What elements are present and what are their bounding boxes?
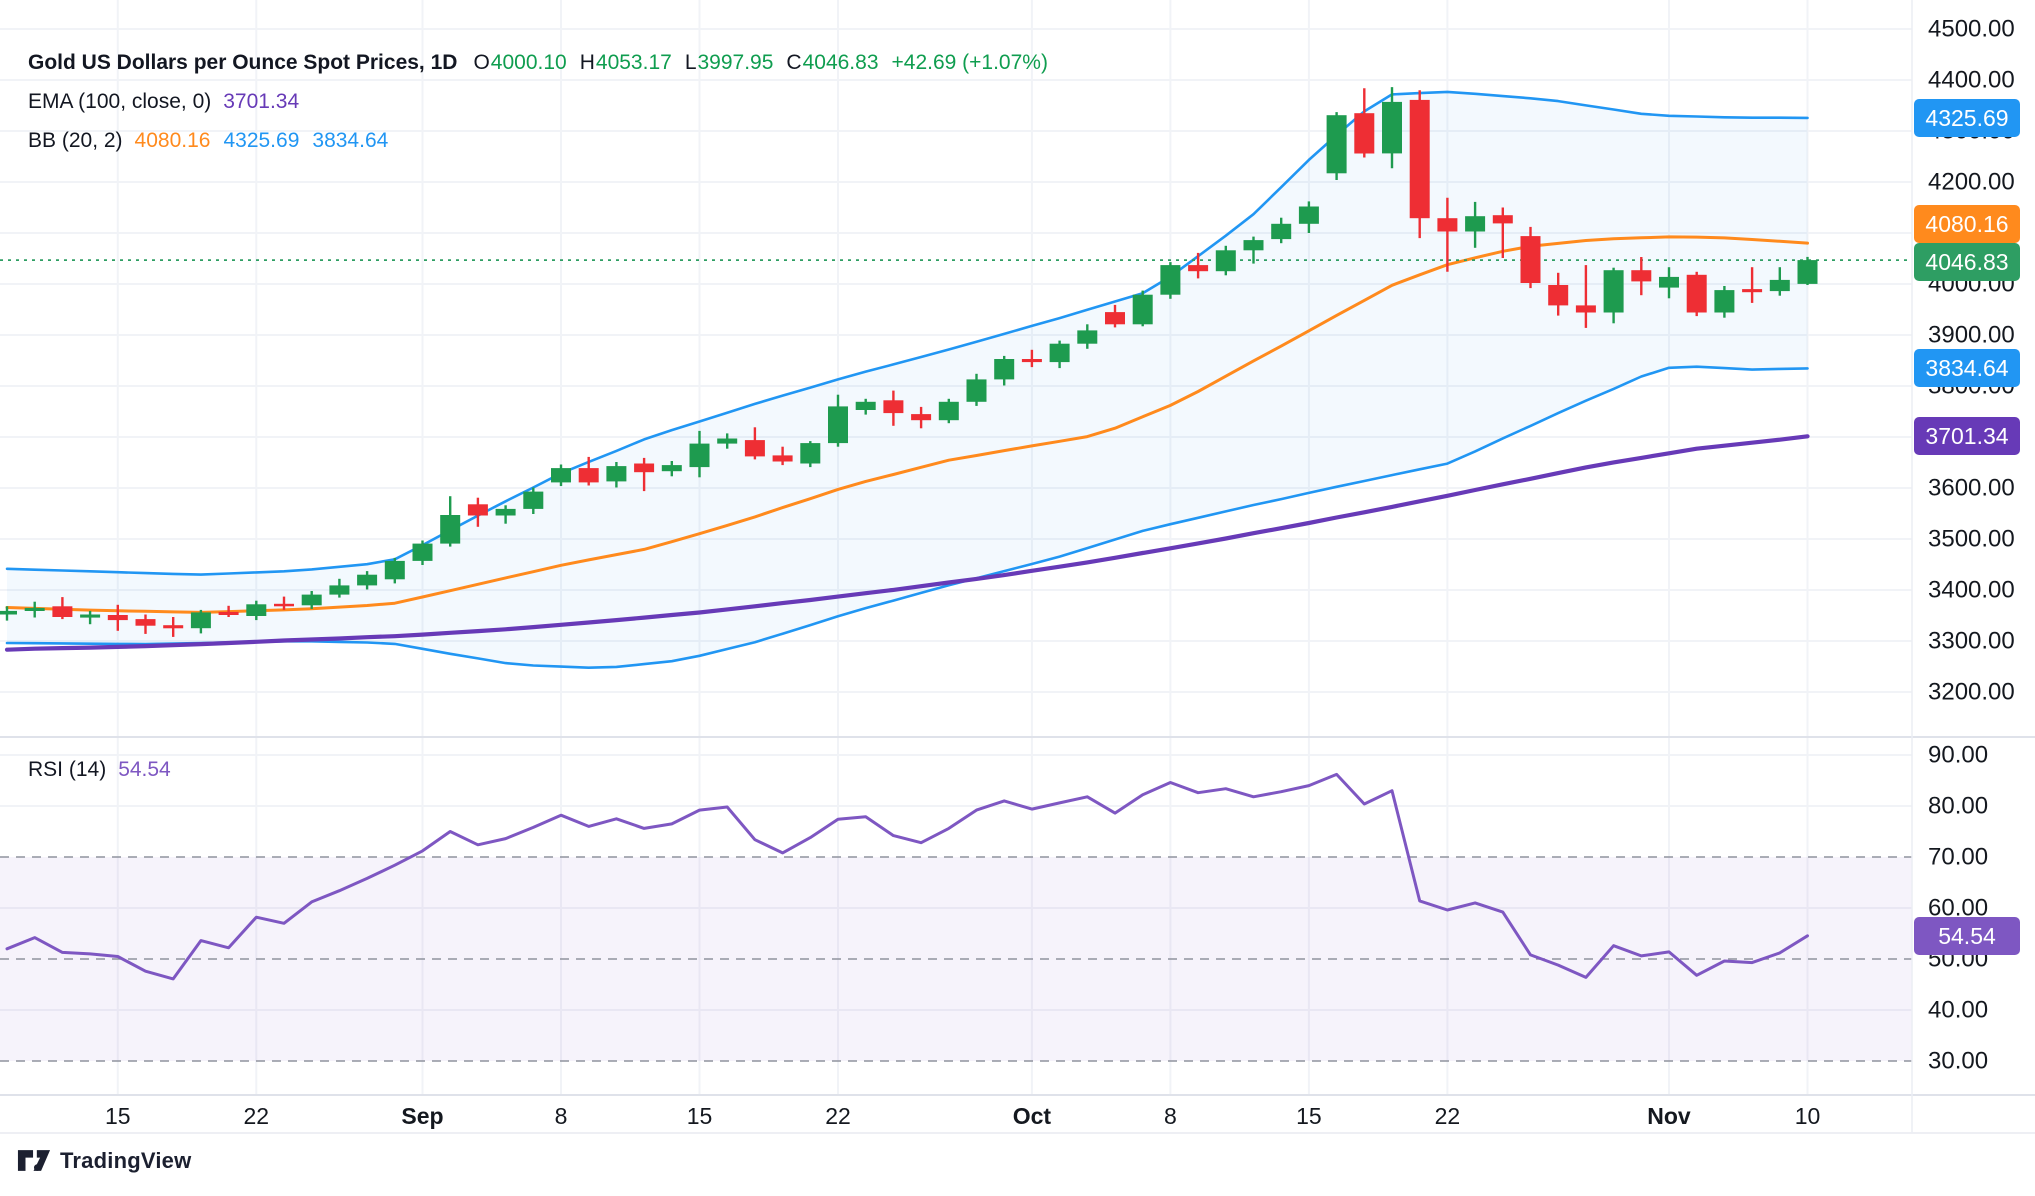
- legend-row-rsi: RSI (14) 54.54: [28, 758, 171, 782]
- pane-borders: [0, 0, 2035, 1134]
- close-value: 4046.83: [802, 51, 879, 74]
- legend-row-ema: EMA (100, close, 0) 3701.34: [28, 89, 1048, 115]
- svg-text:Sep: Sep: [401, 1103, 443, 1129]
- svg-text:22: 22: [825, 1103, 851, 1129]
- bb-fill: [7, 91, 1808, 668]
- svg-text:22: 22: [244, 1103, 270, 1129]
- symbol-title: Gold US Dollars per Ounce Spot Prices, 1…: [28, 51, 458, 74]
- svg-text:3500.00: 3500.00: [1928, 526, 2015, 553]
- tradingview-wordmark: TradingView: [60, 1147, 192, 1173]
- svg-text:10: 10: [1795, 1103, 1821, 1129]
- rsi-value: 54.54: [118, 758, 171, 781]
- svg-text:Oct: Oct: [1013, 1103, 1052, 1129]
- svg-text:3701.34: 3701.34: [1925, 423, 2008, 449]
- svg-text:3900.00: 3900.00: [1928, 322, 2015, 349]
- change-value: +42.69 (+1.07%): [891, 51, 1048, 74]
- svg-text:3400.00: 3400.00: [1928, 577, 2015, 604]
- ema-label: EMA (100, close, 0): [28, 90, 212, 113]
- svg-text:4046.83: 4046.83: [1925, 249, 2008, 275]
- svg-text:30.00: 30.00: [1928, 1048, 1988, 1075]
- svg-text:3600.00: 3600.00: [1928, 475, 2015, 502]
- svg-text:4325.69: 4325.69: [1925, 105, 2008, 131]
- price-axis[interactable]: [1912, 0, 2035, 1095]
- svg-text:15: 15: [105, 1103, 131, 1129]
- rsi-label: RSI (14): [28, 758, 107, 781]
- price-axis-badges: 4325.69 4080.16 4046.83 3834.64 3701.34 54.54: [1914, 99, 2020, 955]
- bb-basis-line: [5, 235, 1809, 614]
- high-value: 4053.17: [595, 51, 672, 74]
- svg-text:22: 22: [1435, 1103, 1461, 1129]
- candles: [0, 87, 1818, 637]
- low-label: L: [684, 51, 697, 74]
- svg-text:15: 15: [1296, 1103, 1322, 1129]
- svg-text:4500.00: 4500.00: [1928, 16, 2015, 43]
- rsi-line: [5, 772, 1809, 981]
- open-value: 4000.10: [490, 51, 567, 74]
- svg-text:40.00: 40.00: [1928, 997, 1988, 1024]
- svg-text:8: 8: [1164, 1103, 1177, 1129]
- legend-row-symbol: Gold US Dollars per Ounce Spot Prices, 1…: [28, 50, 1048, 76]
- rsi-gridlines: [0, 754, 1912, 1011]
- bb-label: BB (20, 2): [28, 129, 123, 152]
- bb-upper-line: [5, 90, 1809, 576]
- svg-text:54.54: 54.54: [1938, 923, 1996, 949]
- tradingview-icon: [17, 1147, 51, 1174]
- close-label: C: [786, 51, 802, 74]
- svg-text:8: 8: [555, 1103, 568, 1129]
- high-label: H: [579, 51, 595, 74]
- rsi-band: [0, 857, 1912, 1061]
- svg-text:4400.00: 4400.00: [1928, 67, 2015, 94]
- svg-text:3834.64: 3834.64: [1925, 355, 2008, 381]
- svg-text:90.00: 90.00: [1928, 742, 1988, 769]
- svg-text:4080.16: 4080.16: [1925, 211, 2008, 237]
- time-axis-labels: 15 22 Sep 8 15 22 Oct 8 15 22 Nov 10: [105, 1103, 1820, 1129]
- bb-upper-value: 4325.69: [223, 129, 300, 152]
- svg-text:3200.00: 3200.00: [1928, 679, 2015, 706]
- ema-line: [4, 434, 1810, 652]
- low-value: 3997.95: [697, 51, 774, 74]
- rsi-chart-pane[interactable]: [0, 737, 1912, 1095]
- svg-text:4200.00: 4200.00: [1928, 169, 2015, 196]
- svg-text:3300.00: 3300.00: [1928, 628, 2015, 655]
- tradingview-logo[interactable]: TradingView: [17, 1147, 191, 1174]
- open-label: O: [473, 51, 490, 74]
- svg-text:80.00: 80.00: [1928, 793, 1988, 820]
- price-gridlines: [0, 28, 1912, 693]
- svg-text:Nov: Nov: [1647, 1103, 1691, 1129]
- bb-basis-value: 4080.16: [134, 129, 211, 152]
- legend: Gold US Dollars per Ounce Spot Prices, 1…: [28, 50, 1048, 167]
- bb-lower-value: 3834.64: [312, 129, 389, 152]
- svg-text:15: 15: [687, 1103, 713, 1129]
- svg-text:70.00: 70.00: [1928, 844, 1988, 871]
- legend-row-bb: BB (20, 2) 4080.16 4325.69 3834.64: [28, 128, 1048, 154]
- time-axis[interactable]: [0, 1095, 2035, 1133]
- ema-value: 3701.34: [223, 90, 300, 113]
